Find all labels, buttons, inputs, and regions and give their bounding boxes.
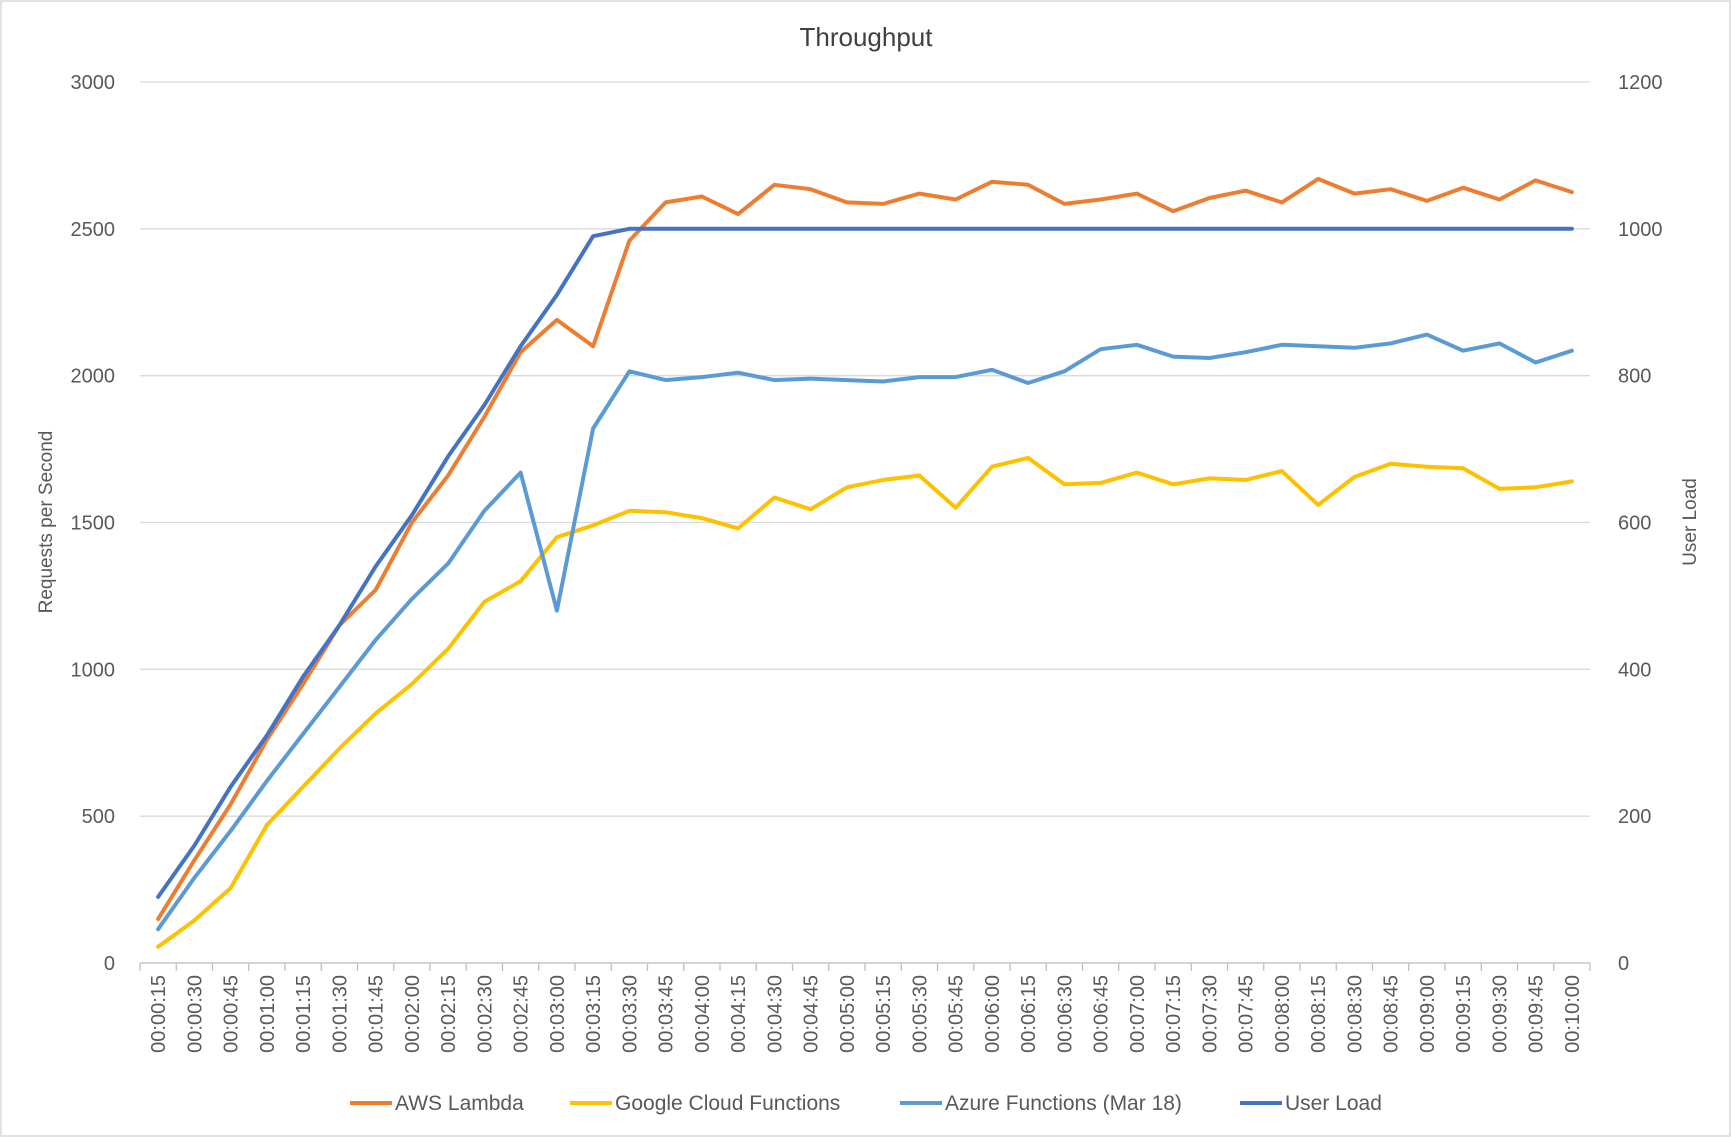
x-tick-label: 00:03:30 [619,975,641,1053]
legend-label: AWS Lambda [395,1092,524,1115]
x-tick-label: 00:03:45 [656,975,678,1053]
x-tick-label: 00:04:45 [801,975,823,1053]
x-tick-label: 00:05:00 [837,975,859,1053]
x-axis-ticks: 00:00:15 00:00:30 00:00:45 00:01:00 00:01:15… [139,962,1591,1053]
x-tick-label: 00:06:30 [1054,975,1076,1053]
x-tick-label: 00:09:00 [1417,975,1439,1053]
x-tick-label: 00:02:15 [438,975,460,1053]
y2-tick-label: 0 [1618,953,1629,975]
x-tick-label: 00:02:00 [402,975,424,1053]
x-tick-label: 00:03:00 [547,975,569,1053]
y-axis-title: Requests per Second [36,431,57,614]
x-tick-label: 00:01:45 [366,975,388,1053]
x-tick-label: 00:04:00 [692,975,714,1053]
x-tick-label: 00:00:30 [184,975,206,1053]
x-tick-label: 00:07:30 [1199,975,1221,1053]
series-line [156,332,1574,932]
x-tick-label: 00:01:15 [293,975,315,1053]
y2-tick-label: 800 [1618,366,1651,388]
x-tick-label: 00:00:15 [148,975,170,1053]
series-line [156,455,1574,949]
y-tick-label: 3000 [71,72,116,94]
y-tick-label: 1000 [71,659,116,681]
x-tick-label: 00:08:30 [1344,975,1366,1053]
x-tick-label: 00:01:30 [329,975,351,1053]
chart-title: Throughput [800,22,934,52]
series-lines [156,176,1574,949]
legend-label: Azure Functions (Mar 18) [945,1092,1182,1115]
x-tick-label: 00:08:00 [1272,975,1294,1053]
x-tick-label: 00:00:45 [221,975,243,1053]
x-tick-label: 00:06:45 [1091,975,1113,1053]
y-tick-label: 500 [82,806,115,828]
y-tick-label: 2000 [71,366,116,388]
x-tick-label: 00:02:30 [474,975,496,1053]
x-tick-label: 00:07:45 [1236,975,1258,1053]
x-tick-label: 00:07:15 [1163,975,1185,1053]
series-line [156,176,1574,921]
legend-label: Google Cloud Functions [615,1092,840,1115]
x-tick-label: 00:03:15 [583,975,605,1053]
y-axis-ticks: 0 500 1000 1500 2000 2500 3000 [71,72,116,975]
x-tick-label: 00:09:15 [1453,975,1475,1053]
x-tick-label: 00:05:45 [946,975,968,1053]
x-tick-label: 00:09:30 [1489,975,1511,1053]
y-tick-label: 1500 [71,513,116,535]
y-tick-label: 0 [104,953,115,975]
x-tick-label: 00:06:15 [1018,975,1040,1053]
x-tick-label: 00:04:30 [764,975,786,1053]
x-tick-label: 00:07:00 [1127,975,1149,1053]
legend-label: User Load [1285,1092,1382,1115]
y2-tick-label: 1200 [1618,72,1663,94]
y2-tick-label: 600 [1618,513,1651,535]
x-tick-label: 00:01:00 [257,975,279,1053]
series-line [156,226,1574,899]
y2-tick-label: 400 [1618,659,1651,681]
y2-axis-title: User Load [1680,478,1701,566]
y-tick-label: 2500 [71,219,116,241]
legend: AWS Lambda Google Cloud Functions Azure Fu… [350,1092,1382,1115]
y2-tick-label: 200 [1618,806,1651,828]
x-tick-label: 00:10:00 [1562,975,1584,1053]
x-tick-label: 00:06:00 [982,975,1004,1053]
x-tick-label: 00:05:30 [909,975,931,1053]
x-tick-label: 00:08:15 [1308,975,1330,1053]
x-tick-label: 00:09:45 [1526,975,1548,1053]
y2-tick-label: 1000 [1618,219,1663,241]
x-tick-label: 00:04:15 [728,975,750,1053]
y2-axis-ticks: 0 200 400 600 800 1000 1200 [1618,72,1663,975]
x-tick-label: 00:02:45 [511,975,533,1053]
x-tick-label: 00:05:15 [873,975,895,1053]
x-tick-label: 00:08:45 [1381,975,1403,1053]
